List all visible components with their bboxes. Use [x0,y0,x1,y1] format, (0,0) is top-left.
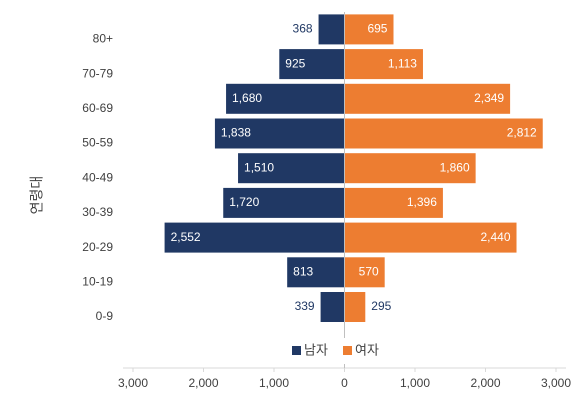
data-label: 2,349 [474,91,504,105]
bar [238,153,345,184]
legend-swatch [343,346,352,355]
data-label: 295 [371,299,391,313]
data-label: 925 [285,56,305,70]
data-label: 2,440 [480,230,510,244]
x-tick-label: 2,000 [188,376,218,390]
y-tick-label: 60-69 [82,101,113,115]
data-label: 1,510 [244,160,274,174]
bar [344,83,511,114]
bar [344,153,476,184]
bar [344,292,366,322]
bar [344,187,443,218]
y-tick-label: 70-79 [82,66,113,80]
legend-label: 여자 [355,342,379,357]
data-label: 1,680 [232,91,262,105]
data-label: 339 [295,299,315,313]
data-label: 1,113 [388,56,417,70]
data-label: 570 [359,264,379,278]
legend-swatch [292,346,301,355]
y-tick-label: 40-49 [82,170,113,184]
bar [226,83,345,114]
bar [287,257,345,288]
y-tick-label: 30-39 [82,205,113,219]
bar [344,49,423,80]
y-tick-label: 80+ [93,32,113,46]
x-tick-label: 3,000 [118,376,148,390]
data-label: 1,838 [221,126,251,140]
bar [279,49,345,80]
x-tick-label: 3,000 [541,376,571,390]
data-label: 1,860 [440,160,470,174]
data-label: 813 [293,264,313,278]
x-tick-label: 1,000 [400,376,430,390]
x-tick-label: 0 [341,376,348,390]
bar [344,222,517,253]
data-label: 1,396 [407,195,437,209]
bar [214,118,345,149]
bar [164,222,345,253]
y-axis-label: 연령대 [29,176,45,215]
bar [318,14,345,45]
x-tick-label: 2,000 [470,376,500,390]
y-tick-label: 50-59 [82,136,113,150]
bar [344,14,394,45]
bar [344,257,385,288]
y-tick-label: 0-9 [96,309,114,323]
data-label: 368 [293,22,313,36]
bar [223,187,345,218]
data-label: 2,812 [507,126,537,140]
y-tick-label: 10-19 [82,274,113,288]
bar [320,292,345,322]
x-tick-label: 1,000 [259,376,289,390]
legend-box [284,338,392,364]
data-label: 695 [367,22,387,36]
data-label: 1,720 [229,195,259,209]
legend-label: 남자 [304,342,328,357]
data-label: 2,552 [171,230,201,244]
bar [344,118,543,149]
y-tick-label: 20-29 [82,240,113,254]
